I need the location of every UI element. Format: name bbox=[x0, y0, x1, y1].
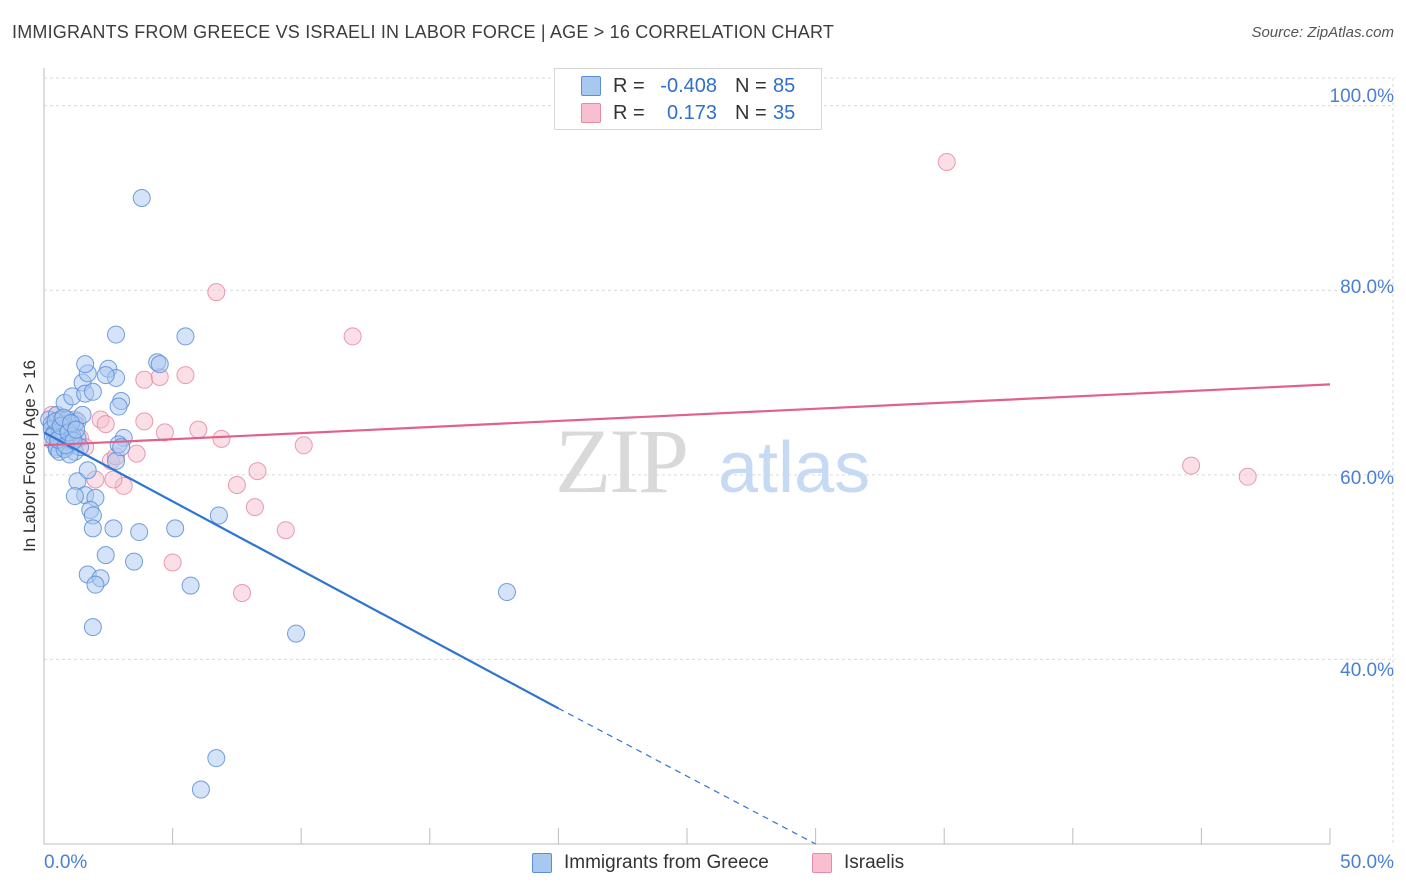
greece-r-label: R = bbox=[613, 75, 645, 98]
israelis-point bbox=[208, 284, 225, 301]
israelis-point bbox=[1183, 457, 1200, 474]
stats-row-greece: R = -0.408 N = 85 bbox=[555, 73, 821, 101]
greece-trend-extension bbox=[558, 708, 815, 844]
israelis-point bbox=[938, 153, 955, 170]
greece-point bbox=[84, 383, 101, 400]
israelis-point bbox=[246, 499, 263, 516]
israel-n-value: 35 bbox=[773, 102, 795, 125]
israelis-point bbox=[177, 367, 194, 384]
israel-r-label: R = bbox=[613, 102, 645, 125]
israelis-points bbox=[43, 153, 1256, 601]
greece-point bbox=[84, 619, 101, 636]
israelis-point bbox=[97, 416, 114, 433]
greece-point bbox=[108, 326, 125, 343]
greece-point bbox=[68, 421, 85, 438]
israel-r-value: 0.173 bbox=[647, 102, 717, 125]
israelis-point bbox=[136, 413, 153, 430]
israelis-point bbox=[234, 584, 251, 601]
greece-point bbox=[97, 367, 114, 384]
israelis-point bbox=[190, 421, 207, 438]
greece-point bbox=[182, 577, 199, 594]
y-tick-label-80: 80.0% bbox=[1340, 277, 1394, 299]
greece-point bbox=[133, 189, 150, 206]
greece-point bbox=[87, 576, 104, 593]
israelis-point bbox=[277, 522, 294, 539]
israelis-point bbox=[249, 463, 266, 480]
stats-row-israel: R = 0.173 N = 35 bbox=[555, 100, 821, 128]
greece-point bbox=[192, 781, 209, 798]
x-tick-label-max: 50.0% bbox=[1340, 852, 1394, 874]
greece-point bbox=[77, 356, 94, 373]
israel-n-label: N = bbox=[735, 102, 767, 125]
greece-r-value: -0.408 bbox=[647, 75, 717, 98]
greece-point bbox=[105, 520, 122, 537]
israel-swatch bbox=[581, 103, 601, 123]
greece-point bbox=[66, 488, 83, 505]
y-axis-label: In Labor Force | Age > 16 bbox=[20, 360, 40, 552]
israelis-point bbox=[1239, 468, 1256, 485]
israelis-point bbox=[128, 445, 145, 462]
greece-point bbox=[126, 553, 143, 570]
israelis-trend-line bbox=[44, 384, 1330, 445]
greece-point bbox=[131, 524, 148, 541]
greece-point bbox=[167, 520, 184, 537]
correlation-stats-box: R = -0.408 N = 85 R = 0.173 N = 35 bbox=[554, 68, 822, 130]
greece-swatch bbox=[581, 76, 601, 96]
greece-point bbox=[110, 398, 127, 415]
greece-point bbox=[84, 520, 101, 537]
greece-point bbox=[97, 547, 114, 564]
israelis-point bbox=[295, 437, 312, 454]
legend-israelis-swatch bbox=[812, 853, 832, 873]
y-tick-label-100: 100.0% bbox=[1330, 86, 1394, 108]
greece-n-label: N = bbox=[735, 75, 767, 98]
watermark-atlas: atlas bbox=[718, 428, 870, 508]
greece-n-value: 85 bbox=[773, 75, 795, 98]
watermark-zip: ZIP bbox=[555, 410, 687, 512]
israelis-point bbox=[136, 371, 153, 388]
y-tick-label-60: 60.0% bbox=[1340, 468, 1394, 490]
legend-israelis-label: Israelis bbox=[844, 852, 904, 874]
israelis-point bbox=[344, 328, 361, 345]
y-tick-label-40: 40.0% bbox=[1340, 660, 1394, 682]
greece-point bbox=[288, 625, 305, 642]
greece-point bbox=[151, 356, 168, 373]
trend-lines bbox=[44, 384, 1330, 844]
axes bbox=[44, 68, 1330, 844]
israelis-point bbox=[164, 554, 181, 571]
greece-point bbox=[177, 328, 194, 345]
legend-greece-label: Immigrants from Greece bbox=[564, 852, 769, 874]
legend-greece-swatch bbox=[532, 853, 552, 873]
x-tick-label-min: 0.0% bbox=[44, 852, 87, 874]
greece-point bbox=[498, 584, 515, 601]
plot-area: ZIP atlas bbox=[0, 0, 1406, 892]
greece-point bbox=[208, 750, 225, 767]
israelis-point bbox=[213, 430, 230, 447]
greece-trend-line bbox=[44, 432, 558, 708]
israelis-point bbox=[228, 476, 245, 493]
greece-point bbox=[210, 507, 227, 524]
greece-points bbox=[41, 189, 516, 798]
